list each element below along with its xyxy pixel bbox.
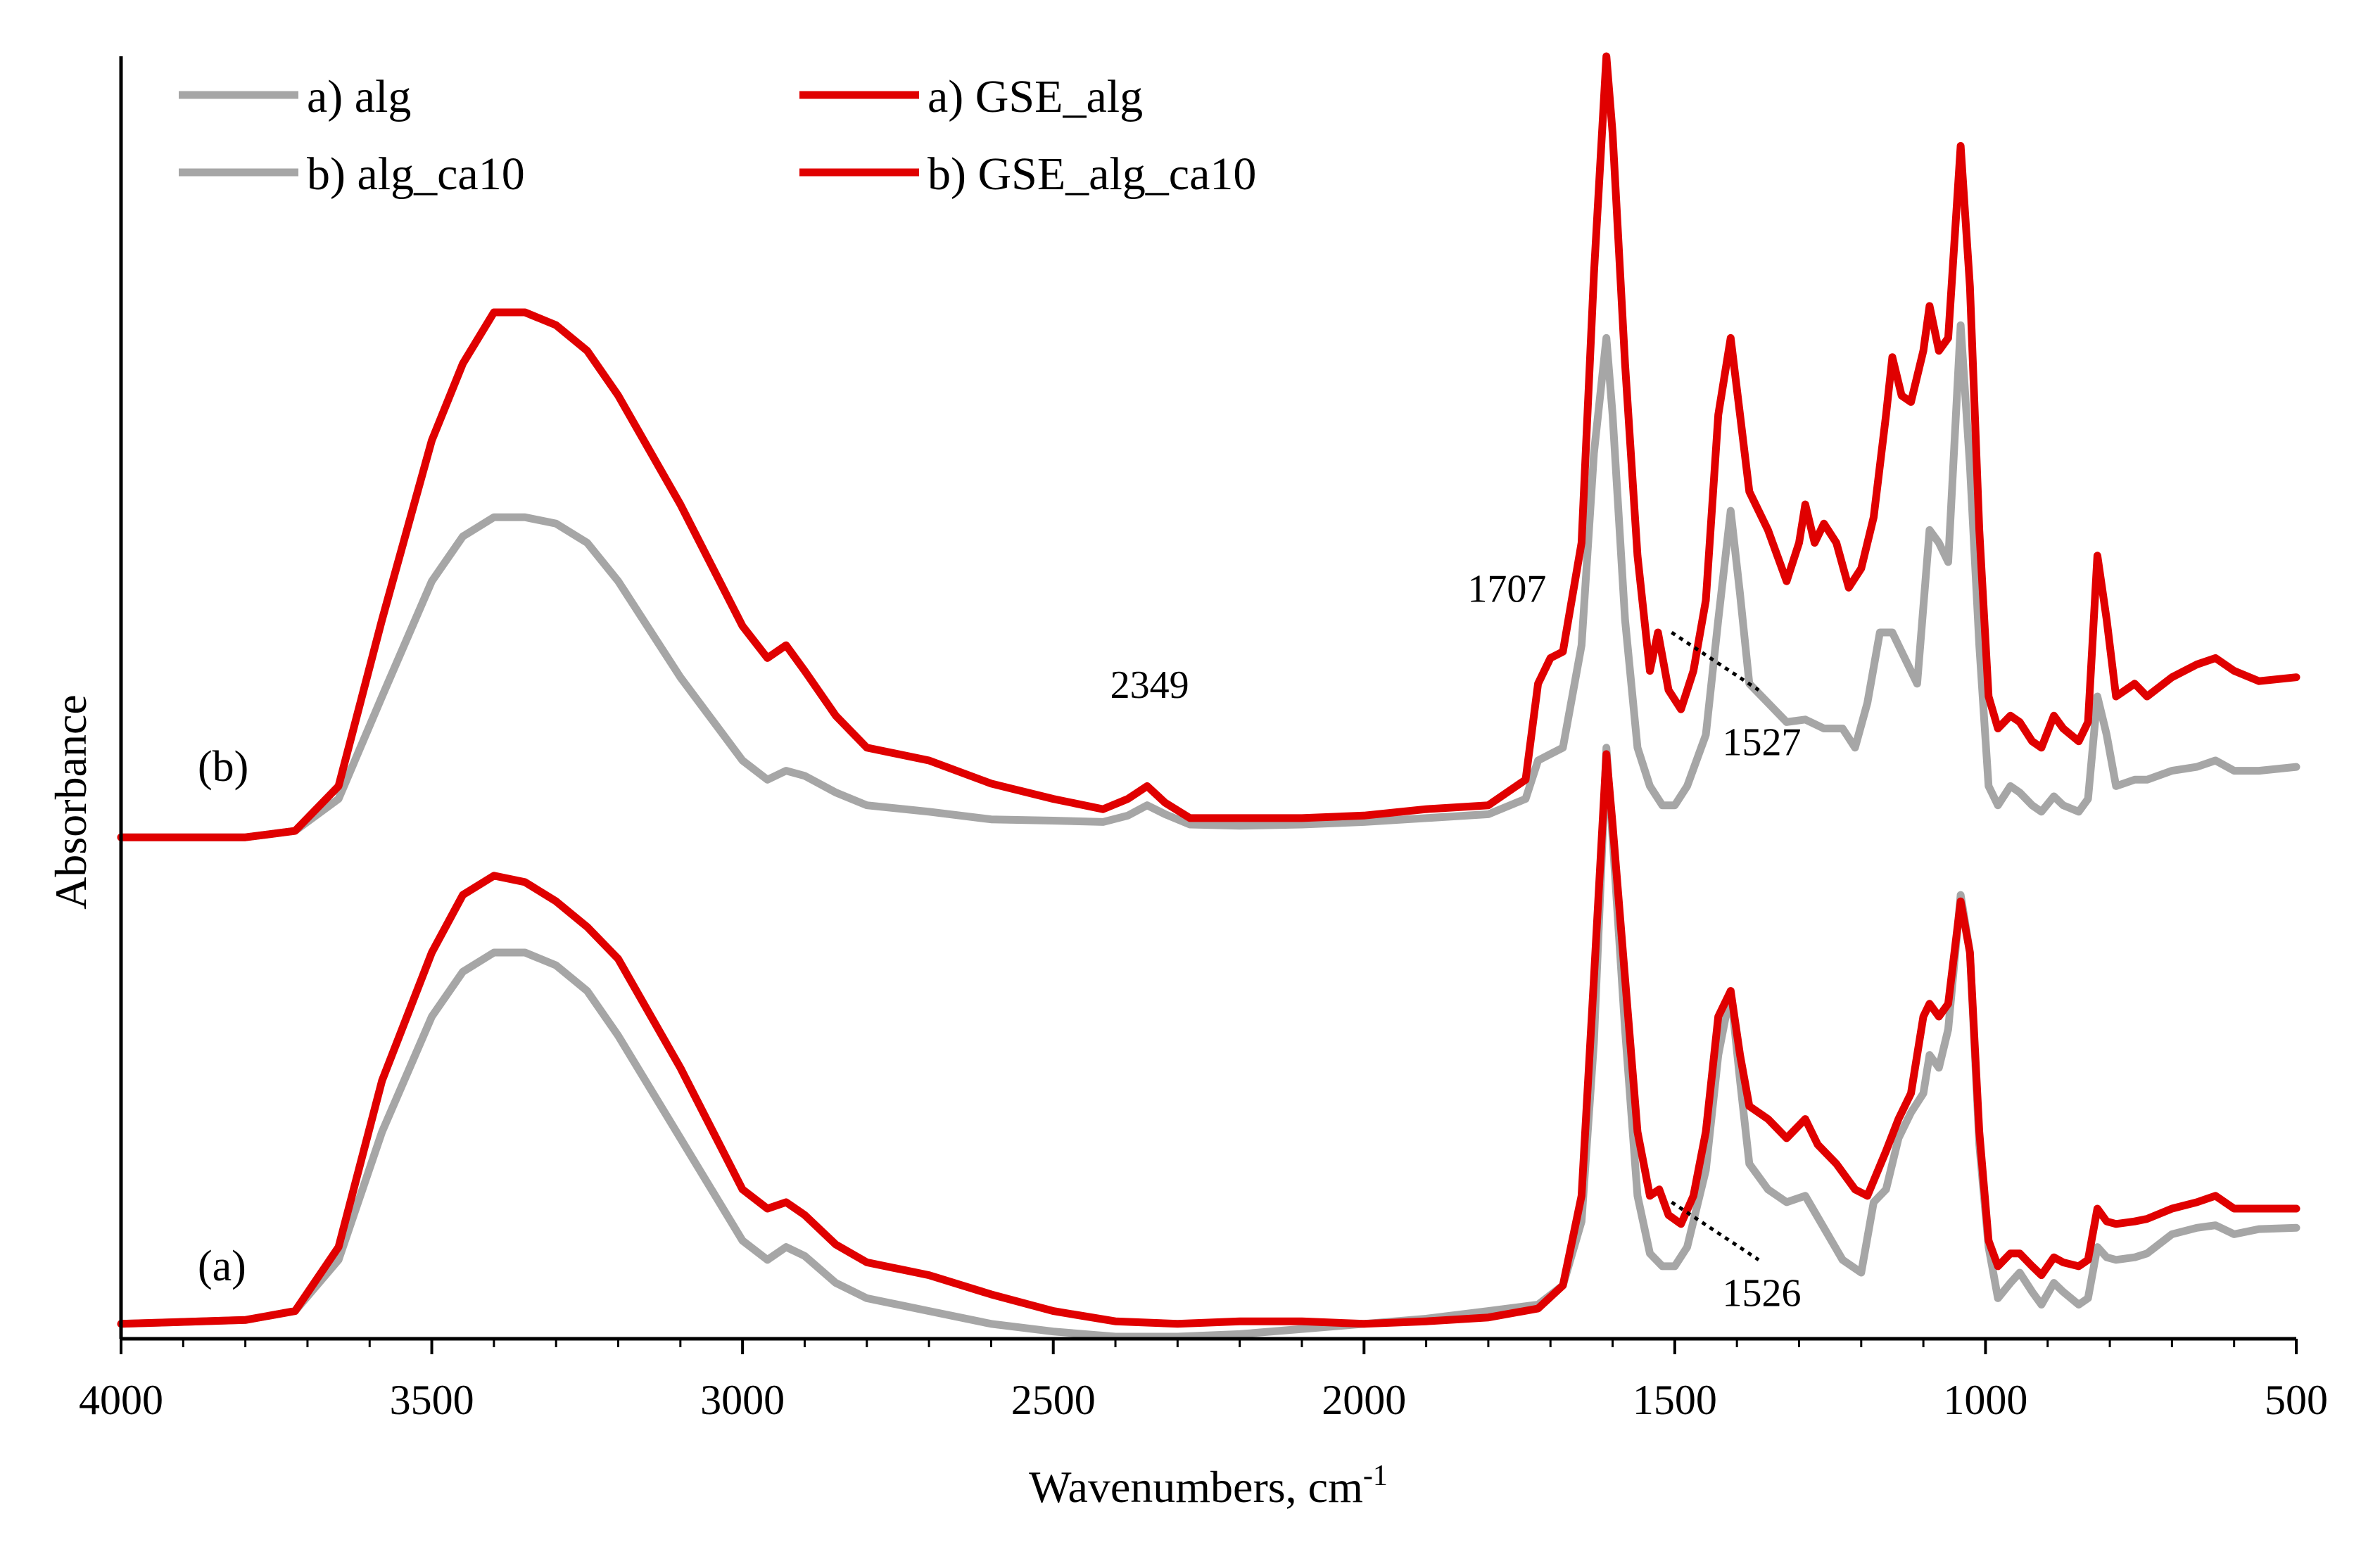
legend-label-b-alg-ca10: b) alg_ca10 <box>307 148 525 200</box>
x-tick-label-1000: 1000 <box>1943 1377 2027 1423</box>
x-tick-labels: 4000 3500 3000 2500 2000 1500 1000 500 <box>79 1377 2328 1423</box>
series-layer <box>117 52 2300 1341</box>
annotation-1526: 1526 <box>1722 1271 1801 1315</box>
y-axis-title: Absorbance <box>46 694 96 910</box>
annotation-1707: 1707 <box>1467 567 1546 611</box>
x-tick-label-1500: 1500 <box>1633 1377 1717 1423</box>
annotation-1527: 1527 <box>1722 721 1801 765</box>
series-line-b-alg-ca10 <box>117 321 2300 841</box>
x-axis-title-superscript: -1 <box>1363 1460 1388 1492</box>
x-tick-label-4000: 4000 <box>79 1377 163 1423</box>
x-axis-title: Wavenumbers, cm-1 <box>1029 1460 1388 1512</box>
x-ticks <box>120 1339 2298 1354</box>
legend-label-a-gse-alg: a) GSE_alg <box>928 71 1143 122</box>
x-tick-label-500: 500 <box>2265 1377 2328 1423</box>
x-axis-title-text: Wavenumbers, cm <box>1029 1462 1363 1512</box>
x-tick-label-2000: 2000 <box>1322 1377 1406 1423</box>
trace-label-a: (a) <box>198 1242 246 1290</box>
legend: a) alg a) GSE_alg b) alg_ca10 b) GSE_alg… <box>179 71 1256 200</box>
series-line-a-alg <box>117 744 2300 1341</box>
x-tick-label-3500: 3500 <box>390 1377 474 1423</box>
trace-label-b: (b) <box>198 743 248 791</box>
series-line-a-gse-alg <box>117 750 2300 1328</box>
legend-label-b-gse-alg-ca10: b) GSE_alg_ca10 <box>928 148 1256 200</box>
series-line-b-gse-alg-ca10 <box>117 52 2300 841</box>
x-tick-label-2500: 2500 <box>1011 1377 1096 1423</box>
legend-label-a-alg: a) alg <box>307 71 411 122</box>
x-tick-label-3000: 3000 <box>700 1377 785 1423</box>
annotation-2349: 2349 <box>1110 663 1189 707</box>
